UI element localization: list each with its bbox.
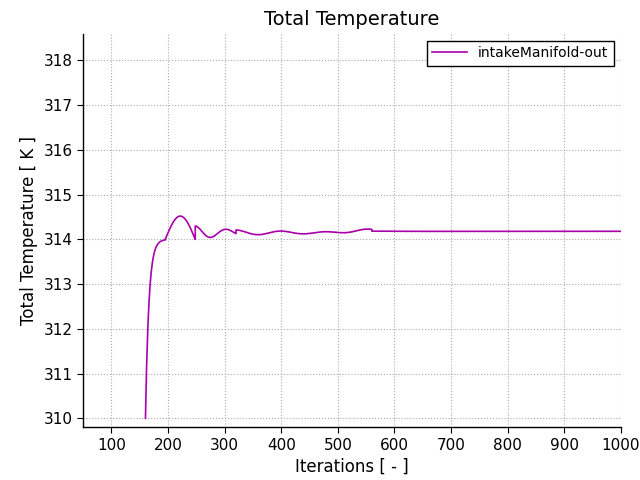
Legend: intakeManifold-out: intakeManifold-out	[427, 40, 614, 66]
intakeManifold-out	[176, 213, 184, 219]
X-axis label: Iterations [ - ]: Iterations [ - ]	[295, 458, 409, 476]
intakeManifold-out	[305, 230, 313, 236]
Title: Total Temperature: Total Temperature	[264, 10, 440, 29]
intakeManifold-out	[467, 228, 475, 234]
intakeManifold-out	[141, 415, 149, 421]
intakeManifold-out	[185, 222, 193, 228]
intakeManifold-out	[617, 228, 625, 234]
intakeManifold-out	[173, 215, 180, 221]
Line: intakeManifold-out: intakeManifold-out	[145, 216, 621, 418]
intakeManifold-out	[586, 228, 594, 234]
intakeManifold-out	[286, 229, 294, 235]
Y-axis label: Total Temperature [ K ]: Total Temperature [ K ]	[20, 136, 38, 325]
